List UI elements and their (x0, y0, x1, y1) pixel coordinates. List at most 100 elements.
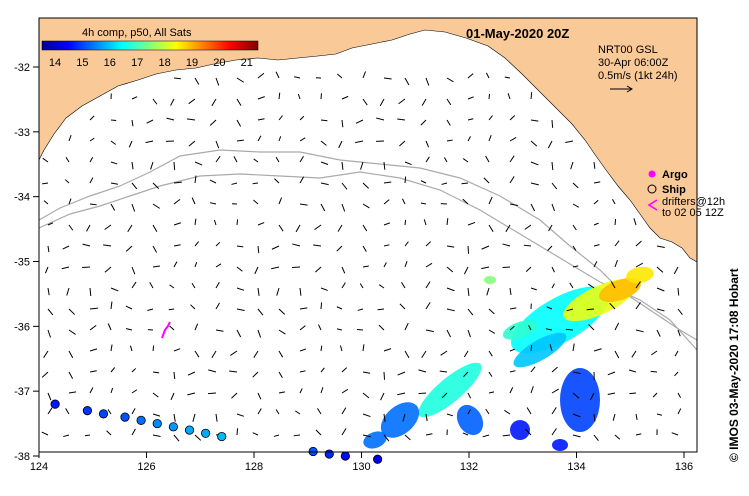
current-vector (462, 158, 469, 163)
current-vector (570, 161, 574, 170)
drifter-point (50, 399, 60, 409)
current-vector (215, 140, 220, 149)
current-vector (190, 304, 196, 310)
current-vector (355, 119, 364, 124)
current-vector (523, 244, 532, 247)
current-vector (278, 329, 286, 335)
current-vector (461, 182, 469, 185)
drifter-point (98, 409, 109, 419)
current-vector (383, 348, 392, 352)
current-vector (631, 350, 637, 358)
current-vector (446, 139, 453, 142)
legend-argo: Argo (662, 169, 688, 181)
current-vector (383, 262, 387, 268)
sst-patch (552, 439, 568, 451)
current-vector (635, 281, 641, 289)
current-vector (383, 199, 390, 205)
current-vector (488, 329, 496, 334)
current-vector (89, 307, 98, 310)
current-vector (425, 302, 431, 310)
current-vector (236, 329, 242, 338)
current-vector (110, 344, 113, 352)
current-vector (236, 287, 245, 291)
current-vector (547, 245, 553, 251)
current-vector (89, 115, 95, 121)
current-vector (418, 369, 427, 373)
current-vector (89, 325, 97, 331)
current-vector (271, 245, 280, 250)
drifter-point (82, 406, 92, 416)
current-vector (215, 77, 220, 86)
current-vector (299, 370, 306, 373)
colorbar-tick: 16 (104, 57, 116, 69)
y-tick-label: -33 (14, 127, 30, 139)
current-vector (43, 200, 49, 205)
current-vector (446, 413, 454, 417)
current-vector (194, 241, 200, 247)
current-vector (299, 348, 307, 352)
current-vector (612, 198, 616, 205)
current-vector (278, 371, 283, 378)
current-vector (131, 368, 137, 373)
colorbar-label: 4h comp, p50, All Sats (82, 27, 192, 39)
current-vector (481, 266, 490, 270)
current-vector (103, 244, 112, 247)
current-vector (173, 348, 181, 352)
current-vector (47, 287, 50, 296)
current-vector (401, 198, 406, 205)
current-vector (299, 325, 306, 331)
current-vector (110, 161, 118, 165)
current-vector (320, 119, 328, 122)
current-vector (236, 119, 242, 127)
current-vector (673, 266, 679, 275)
current-vector (677, 287, 680, 296)
current-vector (104, 266, 112, 273)
current-vector (341, 182, 348, 190)
current-vector (211, 98, 217, 107)
current-vector (41, 431, 49, 436)
current-vector (152, 413, 161, 417)
current-vector (297, 93, 301, 100)
current-vector (509, 348, 515, 352)
current-vector (341, 388, 349, 394)
current-vector (131, 161, 134, 170)
current-vector (509, 325, 515, 331)
current-vector (485, 155, 490, 163)
current-vector (299, 176, 305, 184)
current-vector (320, 161, 329, 165)
current-vector (47, 245, 50, 253)
current-vector (383, 77, 392, 80)
current-vector (446, 308, 455, 312)
current-vectors (41, 71, 683, 442)
current-vector (530, 161, 539, 166)
current-vector (107, 409, 112, 415)
current-vector (236, 245, 244, 248)
current-vector (509, 203, 518, 206)
current-vector (425, 156, 430, 163)
current-vector (257, 329, 262, 338)
current-vector (152, 245, 158, 253)
current-vector (652, 392, 658, 398)
legend-ship: Ship (662, 184, 686, 196)
current-vector (545, 328, 553, 331)
y-tick-label: -37 (14, 386, 30, 398)
current-vector (651, 350, 658, 356)
current-vector (275, 409, 280, 415)
x-tick-label: 130 (352, 461, 370, 473)
current-vector (588, 283, 595, 289)
current-vector (462, 432, 469, 436)
current-vector (502, 243, 511, 247)
current-vector (293, 434, 301, 437)
current-vector (341, 161, 344, 170)
current-vector (565, 140, 574, 143)
sst-patch (510, 420, 530, 440)
current-vector (362, 413, 371, 418)
current-vector (299, 156, 304, 163)
current-vector (194, 323, 199, 331)
current-vector (362, 98, 368, 106)
current-vector (168, 308, 175, 311)
current-vector (467, 136, 471, 142)
current-vector (152, 434, 161, 437)
current-vector (107, 323, 112, 331)
current-vector (209, 179, 217, 184)
